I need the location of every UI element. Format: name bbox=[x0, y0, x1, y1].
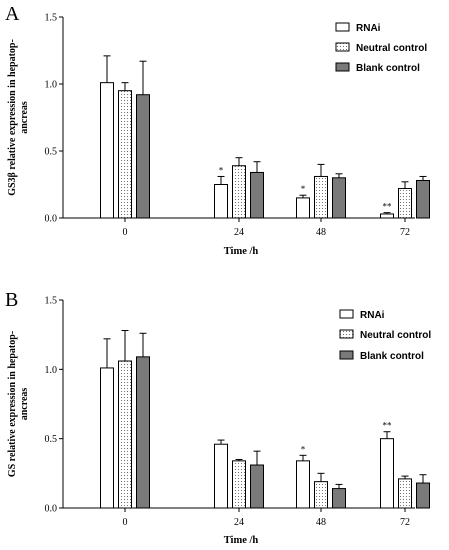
x-tick-label: 48 bbox=[316, 227, 326, 238]
bar-white bbox=[214, 184, 228, 219]
significance-marker: ** bbox=[383, 202, 393, 212]
bar-white bbox=[380, 213, 394, 219]
legend-label: Blank control bbox=[356, 63, 420, 74]
y-axis-title-line: GS3β relative expression in hepatop- bbox=[7, 39, 18, 196]
legend-label: Blank control bbox=[360, 351, 424, 362]
bar-white bbox=[296, 197, 310, 219]
y-tick-label: 1.0 bbox=[45, 80, 58, 91]
bar-dotted bbox=[118, 360, 132, 509]
significance-marker: ** bbox=[383, 421, 393, 431]
panel-label: A bbox=[5, 3, 20, 25]
x-tick-label: 24 bbox=[234, 227, 244, 238]
x-tick-label: 72 bbox=[400, 227, 410, 238]
x-tick-label: 0 bbox=[123, 227, 128, 238]
x-tick-label: 48 bbox=[316, 517, 326, 528]
bar-gray bbox=[250, 171, 264, 219]
bar-gray bbox=[332, 488, 346, 509]
y-tick-label: 0.0 bbox=[45, 214, 58, 225]
y-tick-label: 1.5 bbox=[45, 13, 58, 24]
y-tick-label: 0.0 bbox=[45, 504, 58, 515]
legend-swatch-white bbox=[339, 309, 354, 319]
legend-swatch-gray bbox=[339, 350, 354, 360]
legend-swatch-dotted bbox=[339, 329, 354, 339]
bar-white bbox=[214, 443, 228, 509]
significance-marker: * bbox=[301, 184, 306, 194]
x-tick-label: 0 bbox=[123, 517, 128, 528]
legend-label: Neutral control bbox=[360, 330, 431, 341]
significance-marker: * bbox=[219, 165, 224, 175]
y-axis-title-line: GS relative expression in hepatop- bbox=[7, 331, 18, 477]
bar-gray bbox=[416, 482, 430, 509]
bar-dotted bbox=[232, 460, 246, 509]
y-axis-title: GS relative expression in hepatop-ancrea… bbox=[7, 331, 30, 477]
bar-dotted bbox=[314, 175, 328, 219]
x-tick-label: 24 bbox=[234, 517, 244, 528]
bar-white bbox=[296, 460, 310, 509]
bar-dotted bbox=[232, 165, 246, 219]
y-tick-label: 1.5 bbox=[45, 296, 58, 307]
x-tick-label: 72 bbox=[400, 517, 410, 528]
y-axis-title-line: ancreas bbox=[19, 388, 30, 421]
bar-gray bbox=[250, 464, 264, 509]
bar-gray bbox=[332, 177, 346, 219]
panel-label: B bbox=[5, 289, 18, 311]
bar-dotted bbox=[398, 188, 412, 219]
bar-gray bbox=[136, 94, 150, 219]
bar-white bbox=[100, 367, 114, 509]
y-tick-label: 0.5 bbox=[45, 434, 58, 445]
y-tick-label: 1.0 bbox=[45, 365, 58, 376]
y-axis-title: GS3β relative expression in hepatop-ancr… bbox=[7, 39, 30, 196]
y-axis-title-line: ancreas bbox=[19, 101, 30, 134]
bar-gray bbox=[416, 179, 430, 219]
bar-white bbox=[100, 82, 114, 219]
bar-dotted bbox=[398, 478, 412, 509]
legend-swatch-gray bbox=[335, 62, 350, 72]
legend-label: RNAi bbox=[356, 23, 381, 34]
legend-swatch-dotted bbox=[335, 42, 350, 52]
significance-marker: * bbox=[301, 444, 306, 454]
y-tick-label: 0.5 bbox=[45, 147, 58, 158]
legend-swatch-white bbox=[335, 22, 350, 32]
x-axis-title: Time /h bbox=[224, 246, 259, 257]
bar-white bbox=[380, 438, 394, 509]
bar-gray bbox=[136, 356, 150, 509]
bar-dotted bbox=[314, 481, 328, 509]
legend-label: RNAi bbox=[360, 310, 385, 321]
x-axis-title: Time /h bbox=[224, 535, 259, 546]
legend-label: Neutral control bbox=[356, 43, 427, 54]
bar-dotted bbox=[118, 90, 132, 219]
